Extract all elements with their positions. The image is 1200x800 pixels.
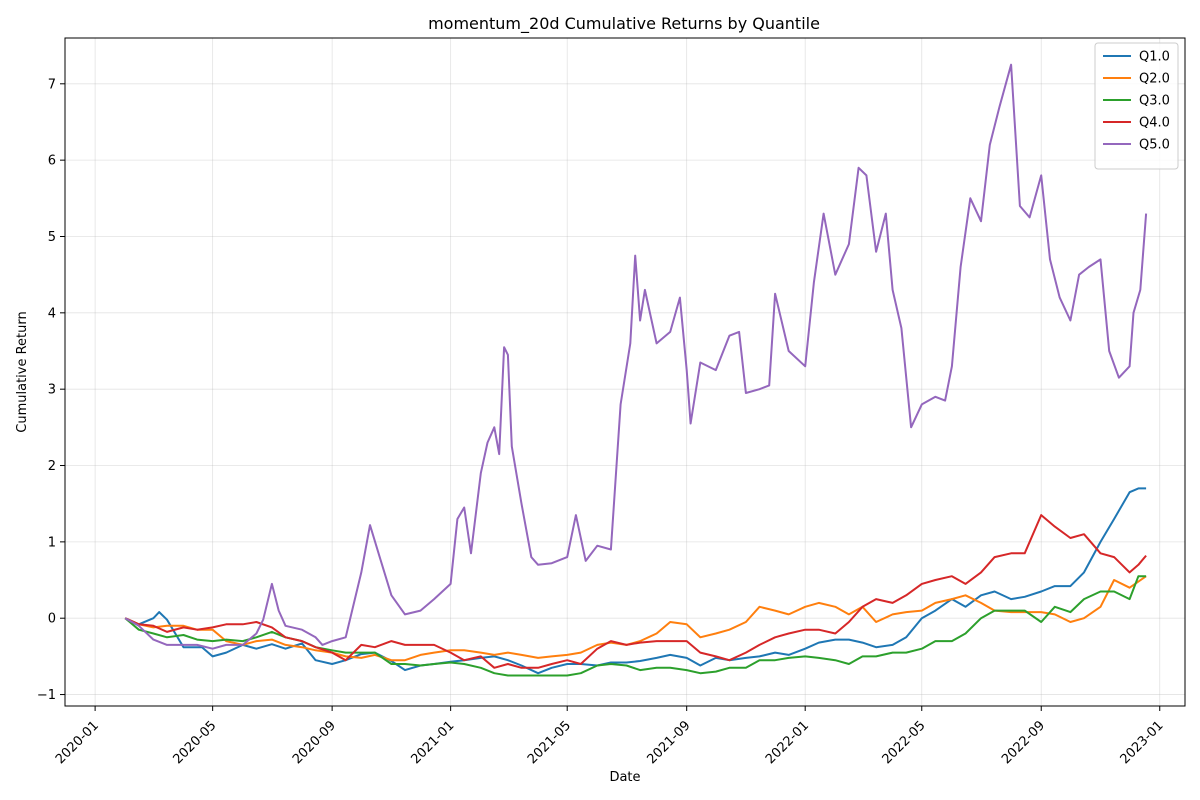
plot-frame (64, 37, 1186, 707)
series-line-q1-0 (124, 487, 1147, 675)
series-lines (124, 63, 1148, 677)
y-tick-label: 3 (48, 383, 56, 398)
y-axis-ticks: −1 0 1 2 3 4 5 6 7 (37, 77, 65, 703)
y-tick-label: 0 (48, 612, 56, 627)
y-tick-label: 2 (48, 459, 56, 474)
y-axis-label: Cumulative Return (15, 311, 30, 432)
series-line-q5-0 (124, 63, 1148, 650)
series-line-q4-0 (124, 514, 1147, 669)
legend-label: Q1.0 (1139, 50, 1170, 65)
y-tick-label: 4 (48, 306, 56, 321)
y-tick-label: 7 (48, 77, 56, 92)
y-tick-label: 5 (48, 230, 56, 245)
grid-lines (65, 38, 1185, 706)
chart-title: momentum_20d Cumulative Returns by Quant… (428, 14, 820, 34)
y-tick-label: −1 (37, 688, 56, 703)
legend-label: Q4.0 (1139, 116, 1170, 131)
legend: Q1.0 Q2.0 Q3.0 Q4.0 Q5.0 (1094, 42, 1179, 170)
y-tick-label: 6 (48, 154, 56, 169)
legend-box (1094, 42, 1179, 170)
legend-label: Q3.0 (1139, 94, 1170, 109)
y-tick-label: 1 (48, 535, 56, 550)
legend-label: Q5.0 (1139, 138, 1170, 153)
legend-label: Q2.0 (1139, 72, 1170, 87)
x-axis-label: Date (609, 770, 640, 785)
